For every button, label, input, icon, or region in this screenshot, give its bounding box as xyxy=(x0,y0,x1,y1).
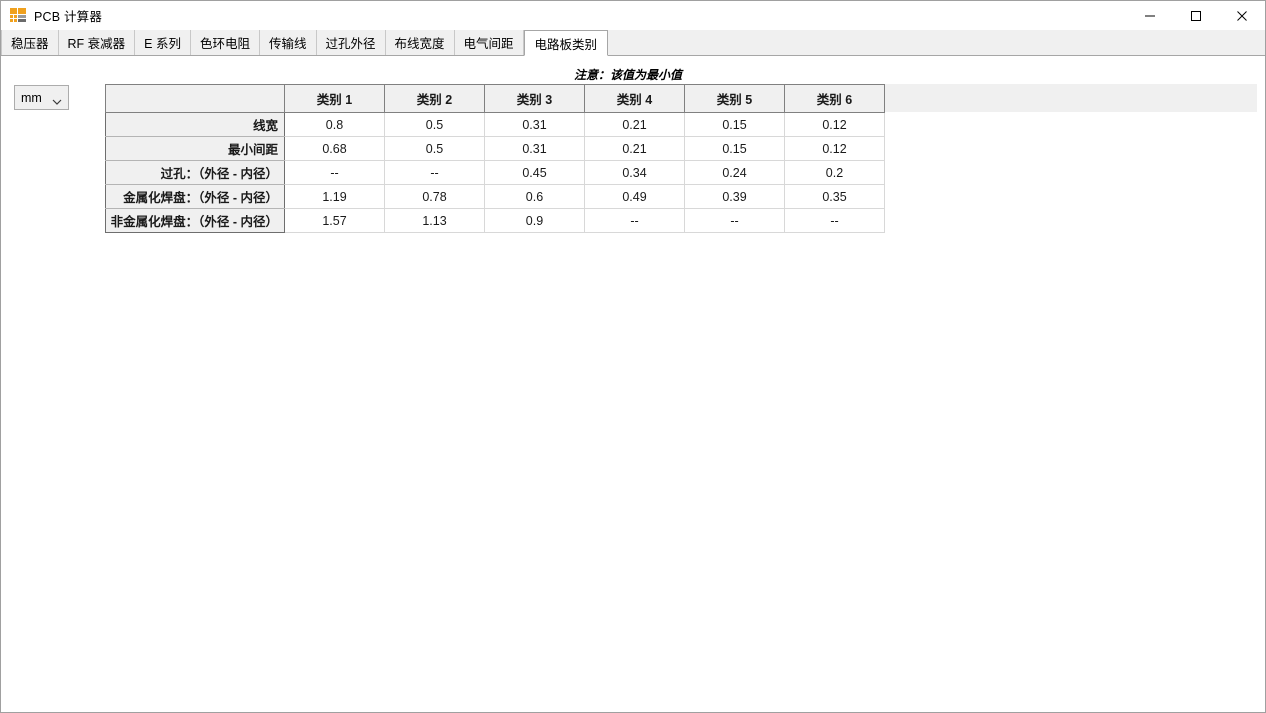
tab-electrical-clearance[interactable]: 电气间距 xyxy=(454,30,524,55)
table-body: 线宽 0.8 0.5 0.31 0.21 0.15 0.12 最小间距 0.68… xyxy=(105,112,885,233)
cell-r1c2: 0.31 xyxy=(484,136,585,161)
tab-rf-attenuator[interactable]: RF 衰减器 xyxy=(58,30,136,55)
cell-r0c0: 0.8 xyxy=(284,112,385,137)
cell-r3c4: 0.39 xyxy=(684,184,785,209)
cell-r1c3: 0.21 xyxy=(584,136,685,161)
cell-r3c3: 0.49 xyxy=(584,184,685,209)
note-text: 注意：该值为最小值 xyxy=(573,68,682,82)
table-row: 金属化焊盘：（外径 - 内径） 1.19 0.78 0.6 0.49 0.39 … xyxy=(105,184,885,209)
minimize-button[interactable] xyxy=(1127,1,1173,30)
tab-bar: 稳压器 RF 衰减器 E 系列 色环电阻 传输线 过孔外径 布线宽度 电气间距 … xyxy=(1,30,1265,56)
row-header-trace-width: 线宽 xyxy=(105,112,285,137)
cell-r2c3: 0.34 xyxy=(584,160,685,185)
column-header-class-6: 类别 6 xyxy=(784,84,885,113)
cell-r4c2: 0.9 xyxy=(484,208,585,233)
cell-r2c1: -- xyxy=(384,160,485,185)
cell-r4c4: -- xyxy=(684,208,785,233)
cell-r3c0: 1.19 xyxy=(284,184,385,209)
title-bar: PCB 计算器 xyxy=(1,1,1265,30)
window-title: PCB 计算器 xyxy=(34,10,103,24)
table-corner-cell xyxy=(105,84,285,113)
row-header-non-plated-pad: 非金属化焊盘：（外径 - 内径） xyxy=(105,208,285,233)
column-header-class-2: 类别 2 xyxy=(384,84,485,113)
calculator-icon xyxy=(10,7,26,24)
unit-select[interactable]: mm xyxy=(14,85,69,110)
cell-r3c5: 0.35 xyxy=(784,184,885,209)
cell-r3c2: 0.6 xyxy=(484,184,585,209)
tab-color-code-resistor[interactable]: 色环电阻 xyxy=(190,30,260,55)
table-row: 线宽 0.8 0.5 0.31 0.21 0.15 0.12 xyxy=(105,112,885,137)
table-row: 非金属化焊盘：（外径 - 内径） 1.57 1.13 0.9 -- -- -- xyxy=(105,208,885,233)
cell-r1c5: 0.12 xyxy=(784,136,885,161)
column-header-class-1: 类别 1 xyxy=(284,84,385,113)
column-header-class-5: 类别 5 xyxy=(684,84,785,113)
cell-r4c5: -- xyxy=(784,208,885,233)
cell-r2c2: 0.45 xyxy=(484,160,585,185)
cell-r3c1: 0.78 xyxy=(384,184,485,209)
row-header-plated-pad: 金属化焊盘：（外径 - 内径） xyxy=(105,184,285,209)
close-button[interactable] xyxy=(1219,1,1265,30)
cell-r0c3: 0.21 xyxy=(584,112,685,137)
table-row: 过孔：（外径 - 内径） -- -- 0.45 0.34 0.24 0.2 xyxy=(105,160,885,185)
window-controls xyxy=(1127,1,1265,30)
table-header-row: 类别 1 类别 2 类别 3 类别 4 类别 5 类别 6 xyxy=(105,84,885,113)
cell-r2c5: 0.2 xyxy=(784,160,885,185)
tab-regulator[interactable]: 稳压器 xyxy=(1,30,59,55)
board-class-table: 类别 1 类别 2 类别 3 类别 4 类别 5 类别 6 线宽 0.8 0.5… xyxy=(105,84,885,233)
cell-r2c0: -- xyxy=(284,160,385,185)
table-row: 最小间距 0.68 0.5 0.31 0.21 0.15 0.12 xyxy=(105,136,885,161)
tab-via-outer-diameter[interactable]: 过孔外径 xyxy=(316,30,386,55)
cell-r4c3: -- xyxy=(584,208,685,233)
row-header-via: 过孔：（外径 - 内径） xyxy=(105,160,285,185)
cell-r0c1: 0.5 xyxy=(384,112,485,137)
tab-trace-width[interactable]: 布线宽度 xyxy=(385,30,455,55)
cell-r2c4: 0.24 xyxy=(684,160,785,185)
table-head: 类别 1 类别 2 类别 3 类别 4 类别 5 类别 6 xyxy=(105,84,885,113)
column-header-class-3: 类别 3 xyxy=(484,84,585,113)
cell-r1c0: 0.68 xyxy=(284,136,385,161)
cell-r4c0: 1.57 xyxy=(284,208,385,233)
chevron-down-icon xyxy=(52,95,62,109)
tab-e-series[interactable]: E 系列 xyxy=(135,30,191,55)
column-header-class-4: 类别 4 xyxy=(584,84,685,113)
cell-r4c1: 1.13 xyxy=(384,208,485,233)
row-header-min-spacing: 最小间距 xyxy=(105,136,285,161)
content-area: 注意：该值为最小值 mm 类别 1 类别 2 类别 3 类别 4 类别 5 类别… xyxy=(1,56,1265,712)
cell-r0c5: 0.12 xyxy=(784,112,885,137)
tab-transmission-line[interactable]: 传输线 xyxy=(259,30,317,55)
cell-r0c2: 0.31 xyxy=(484,112,585,137)
maximize-button[interactable] xyxy=(1173,1,1219,30)
cell-r1c4: 0.15 xyxy=(684,136,785,161)
unit-select-value: mm xyxy=(21,90,42,105)
cell-r0c4: 0.15 xyxy=(684,112,785,137)
cell-r1c1: 0.5 xyxy=(384,136,485,161)
tab-board-class[interactable]: 电路板类别 xyxy=(523,30,609,56)
